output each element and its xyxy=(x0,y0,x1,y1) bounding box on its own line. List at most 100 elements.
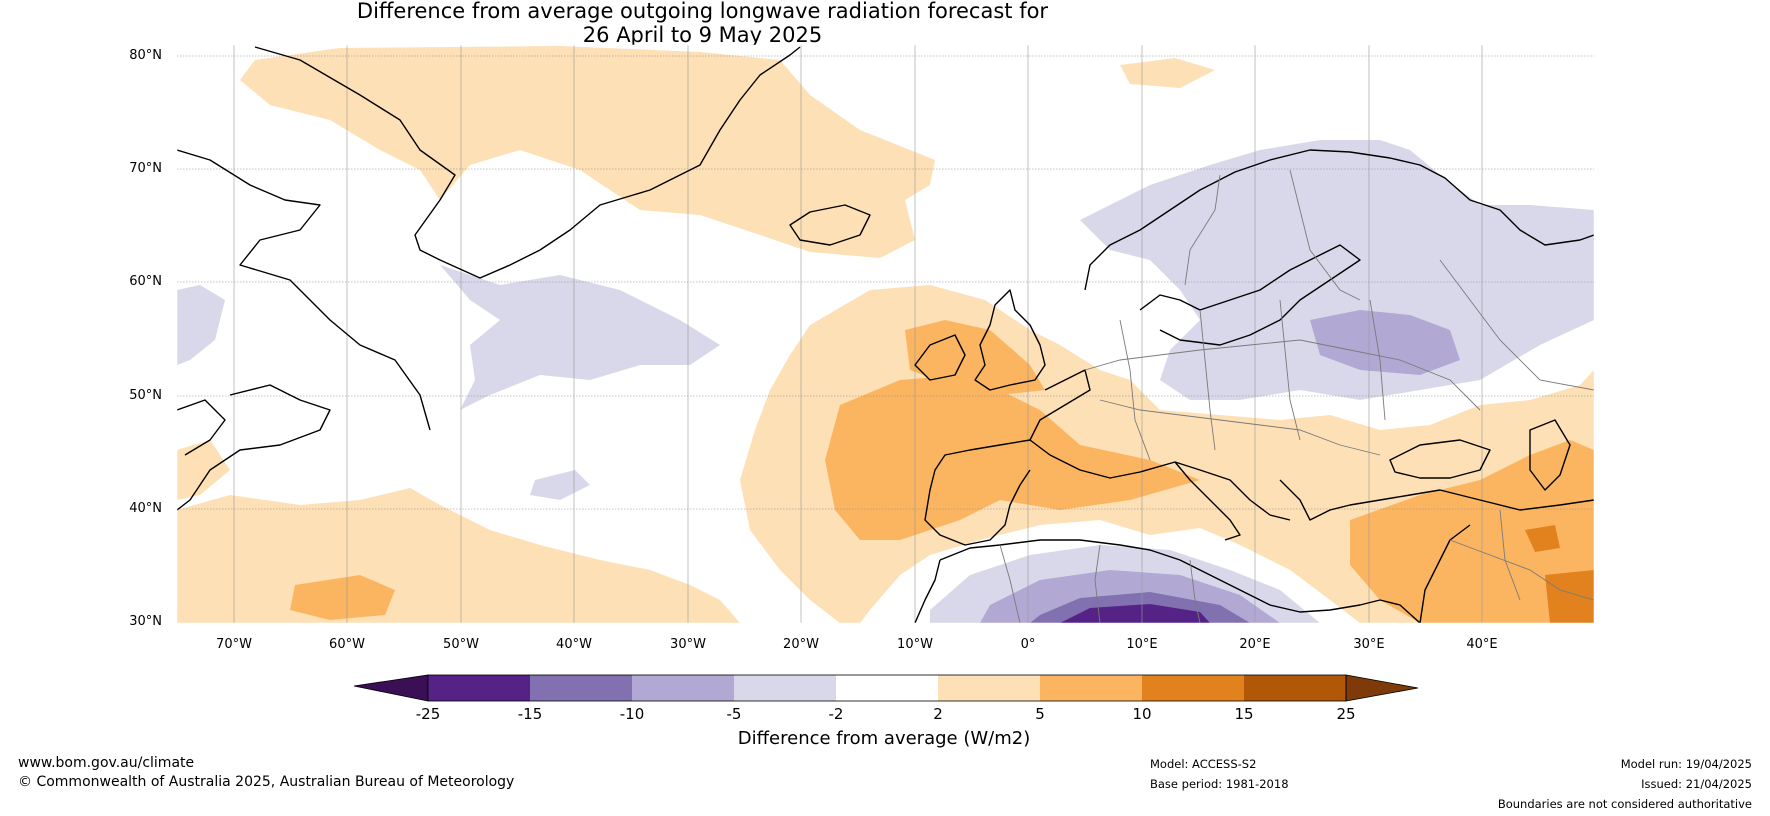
lon-label-10e: 10°E xyxy=(1126,637,1158,652)
coast-ireland xyxy=(914,334,966,381)
coast-greenland xyxy=(254,46,801,279)
title-line-1: Difference from average outgoing longwav… xyxy=(356,0,1049,23)
colorbar-segment-neg15-neg10 xyxy=(530,675,632,701)
colorbar-tick-neg2: -2 xyxy=(828,705,844,723)
footer-copyright: © Commonwealth of Australia 2025, Austra… xyxy=(18,774,515,790)
colorbar-label: Difference from average (W/m2) xyxy=(737,728,1031,749)
coast-black-sea xyxy=(1389,439,1491,479)
colorbar-tick-2: 2 xyxy=(933,705,943,723)
footer-base-period: Base period: 1981-2018 xyxy=(1150,777,1289,791)
lat-label-30n: 30°N xyxy=(129,614,162,629)
lon-label-0: 0° xyxy=(1020,637,1036,652)
coast-west-africa xyxy=(914,559,941,623)
olr-negative-weak-atlantic xyxy=(440,265,720,410)
footer-issued: Issued: 21/04/2025 xyxy=(1641,777,1752,791)
border-vertical-1 xyxy=(1119,319,1151,461)
colorbar-tick-neg5: -5 xyxy=(726,705,742,723)
lon-label-50w: 50°W xyxy=(443,637,479,652)
lon-label-40e: 40°E xyxy=(1466,637,1498,652)
coast-iberia xyxy=(924,439,1031,546)
footer-model-run: Model run: 19/04/2025 xyxy=(1620,757,1752,771)
coast-north-africa xyxy=(939,539,1421,623)
lat-label-50n: 50°N xyxy=(129,388,162,403)
olr-negative-weak-scandinavia xyxy=(1080,140,1594,400)
coast-greece-turkey xyxy=(1279,479,1594,521)
footer-website: www.bom.gov.au/climate xyxy=(18,755,195,771)
coast-scandinavia xyxy=(1084,149,1594,291)
colorbar-segment-10-15 xyxy=(1142,675,1244,701)
lon-label-30w: 30°W xyxy=(670,637,706,652)
olr-negative-weak-mediterranean xyxy=(530,470,590,500)
lon-label-20w: 20°W xyxy=(783,637,819,652)
border-central-europe-2 xyxy=(1099,399,1381,456)
colorbar-tick-neg25: -25 xyxy=(415,705,441,723)
colorbar-tick-10: 10 xyxy=(1132,705,1152,723)
coast-baltic xyxy=(1139,244,1361,346)
colorbar-tick-neg15: -15 xyxy=(517,705,543,723)
lon-label-40w: 40°W xyxy=(556,637,592,652)
border-russia xyxy=(1439,259,1594,391)
footer-model: Model: ACCESS-S2 xyxy=(1150,757,1257,771)
colorbar-segment-neg5-neg2 xyxy=(734,675,836,701)
coast-italy xyxy=(1174,461,1241,541)
coast-levant xyxy=(1419,524,1471,623)
lat-label-80n: 80°N xyxy=(129,48,162,63)
olr-negative-moderate-russia xyxy=(1310,310,1460,375)
olr-negative-weak-labrador xyxy=(177,285,225,365)
lon-label-10w: 10°W xyxy=(897,637,933,652)
border-vertical-2 xyxy=(1199,309,1216,451)
country-borders xyxy=(999,169,1594,623)
lat-label-70n: 70°N xyxy=(129,161,162,176)
colorbar-segment-neg10-neg5 xyxy=(632,675,734,701)
map-fields xyxy=(177,45,1594,623)
olr-positive-weak-svalbard xyxy=(1120,58,1215,88)
colorbar-tick-neg10: -10 xyxy=(619,705,645,723)
coast-labrador-inner xyxy=(177,399,226,456)
coastlines xyxy=(177,46,1594,623)
olr-positive-strong-middle-east xyxy=(1545,570,1594,623)
olr-positive-weak-canary xyxy=(177,440,230,500)
colorbar-tick-15: 15 xyxy=(1234,705,1254,723)
title-line-2: 26 April to 9 May 2025 xyxy=(582,23,823,47)
map-title: Difference from average outgoing longwav… xyxy=(0,0,1405,47)
colorbar-segment-5-10 xyxy=(1040,675,1142,701)
border-scandinavia xyxy=(1184,169,1361,301)
border-central-europe xyxy=(1084,339,1481,411)
border-vertical-4 xyxy=(1369,299,1386,421)
border-africa xyxy=(999,544,1201,623)
olr-positive-moderate-east xyxy=(1350,440,1594,623)
colorbar-outline xyxy=(427,674,1347,702)
lon-label-60w: 60°W xyxy=(329,637,365,652)
olr-positive-moderate-iberia xyxy=(825,375,1200,540)
lat-label-40n: 40°N xyxy=(129,501,162,516)
footer-disclaimer: Boundaries are not considered authoritat… xyxy=(1497,797,1752,811)
colorbar-tick-25: 25 xyxy=(1336,705,1356,723)
lon-label-70w: 70°W xyxy=(216,637,252,652)
map-frame xyxy=(176,44,1595,624)
colorbar-segment-2-5 xyxy=(938,675,1040,701)
coast-canada-arctic xyxy=(177,149,431,431)
colorbar-extend-low xyxy=(353,674,429,702)
border-middle-east xyxy=(1449,509,1594,601)
coast-caspian xyxy=(1529,419,1571,491)
colorbar-extend-high xyxy=(1345,674,1419,702)
olr-positive-moderate-britain xyxy=(905,320,1045,395)
lon-label-30e: 30°E xyxy=(1353,637,1385,652)
colorbar-segment-neg25-neg15 xyxy=(428,675,530,701)
coast-newfoundland xyxy=(177,384,331,511)
colorbar-segment-neg2-2 xyxy=(836,675,938,701)
colorbar-segment-15-25 xyxy=(1244,675,1346,701)
olr-negative-very-strong-n-africa xyxy=(1060,604,1210,623)
olr-positive-moderate-atlantic xyxy=(290,575,395,620)
lat-label-60n: 60°N xyxy=(129,274,162,289)
border-vertical-3 xyxy=(1279,299,1301,441)
colorbar-tick-5: 5 xyxy=(1035,705,1045,723)
olr-positive-weak-greenland xyxy=(240,46,935,258)
meridians xyxy=(233,45,1483,623)
coast-britain xyxy=(974,289,1046,391)
coast-europe-west xyxy=(1029,369,1291,521)
lon-label-20e: 20°E xyxy=(1239,637,1271,652)
graticule xyxy=(177,55,1594,510)
